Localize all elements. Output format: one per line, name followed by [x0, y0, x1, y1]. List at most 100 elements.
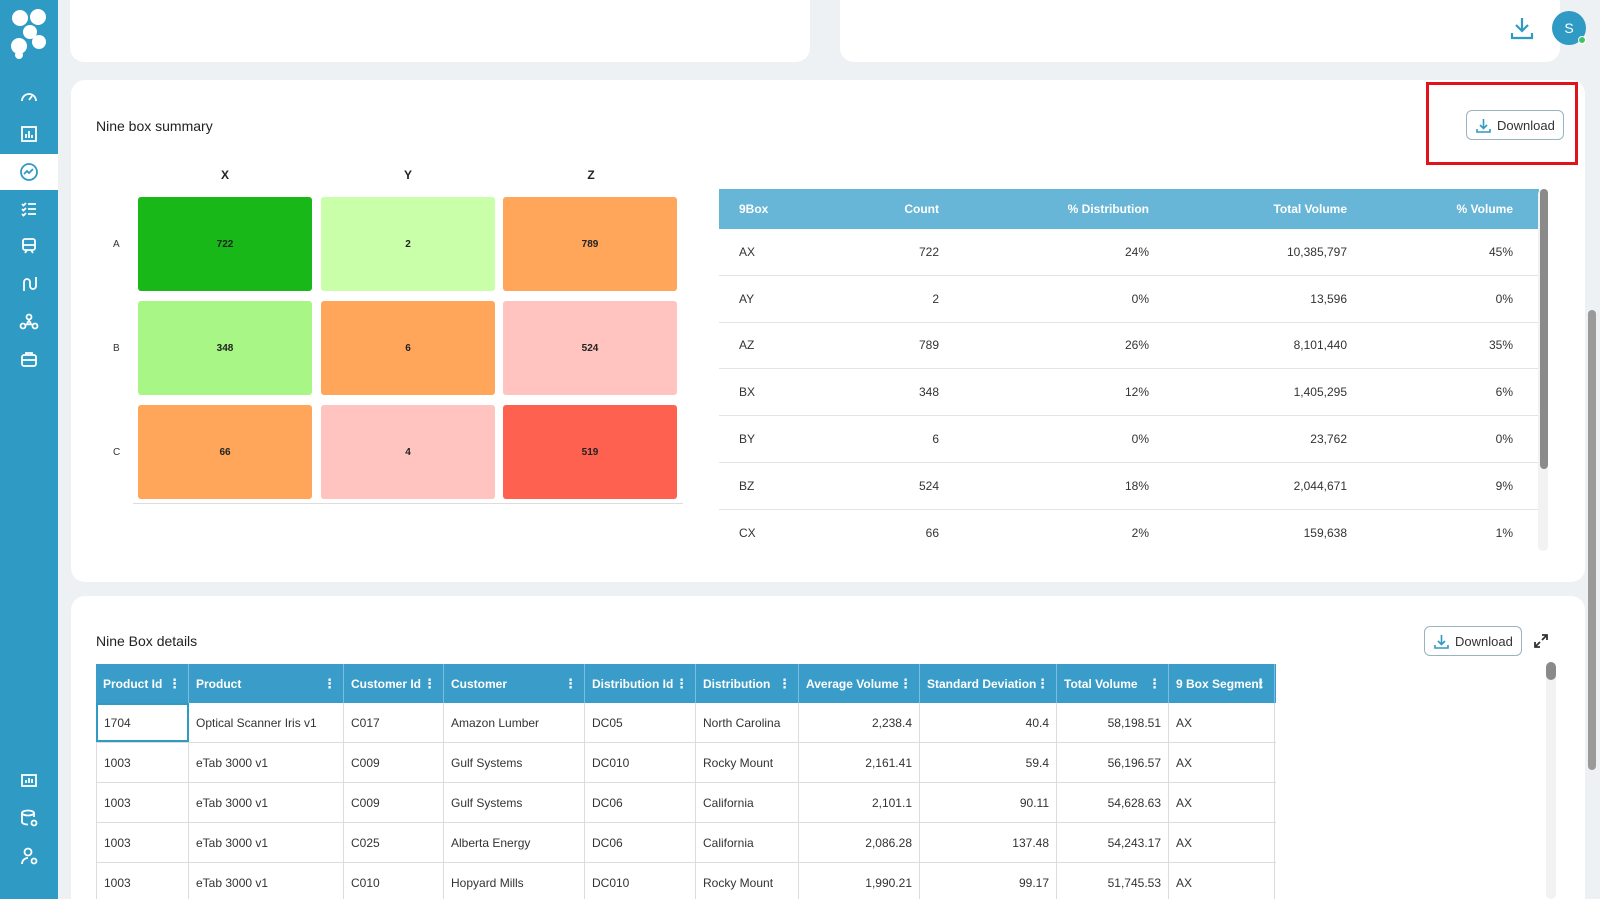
table-cell[interactable]: 1003: [96, 863, 189, 899]
table-cell[interactable]: AX: [1169, 743, 1275, 782]
table-cell[interactable]: 40.4: [920, 703, 1057, 742]
table-row[interactable]: 1003 eTab 3000 v1 C025 Alberta Energy DC06 Ca…: [96, 823, 1276, 863]
grid-cell-by[interactable]: 6: [321, 301, 495, 395]
summary-table-row[interactable]: BX 348 12% 1,405,295 6%: [719, 369, 1539, 417]
table-row[interactable]: 1003 eTab 3000 v1 C009 Gulf Systems DC010 Roc…: [96, 743, 1276, 783]
sidebar-item-routes[interactable]: [0, 266, 58, 302]
grid-cell-ax[interactable]: 722: [138, 197, 312, 291]
table-cell[interactable]: 1003: [96, 823, 189, 862]
table-cell[interactable]: Amazon Lumber: [444, 703, 585, 742]
grid-cell-ay[interactable]: 2: [321, 197, 495, 291]
table-cell[interactable]: DC06: [585, 783, 696, 822]
table-cell[interactable]: 1003: [96, 783, 189, 822]
header-count[interactable]: Count: [904, 202, 939, 216]
table-cell[interactable]: 90.11: [920, 783, 1057, 822]
table-cell[interactable]: Rocky Mount: [696, 863, 799, 899]
table-cell[interactable]: eTab 3000 v1: [189, 743, 344, 782]
details-header-cell[interactable]: 9 Box Segment ⋮: [1169, 664, 1275, 703]
sidebar-item-portfolio[interactable]: [0, 341, 58, 377]
table-cell[interactable]: 54,628.63: [1057, 783, 1169, 822]
grid-cell-cz[interactable]: 519: [503, 405, 677, 499]
column-menu-icon[interactable]: ⋮: [564, 676, 577, 691]
column-menu-icon[interactable]: ⋮: [323, 676, 336, 691]
table-cell[interactable]: 58,198.51: [1057, 703, 1169, 742]
table-cell[interactable]: 51,745.53: [1057, 863, 1169, 899]
sidebar-item-reports[interactable]: [0, 116, 58, 152]
details-header-cell[interactable]: Average Volume ⋮: [799, 664, 920, 703]
grid-cell-bz[interactable]: 524: [503, 301, 677, 395]
details-header-cell[interactable]: Distribution Id ⋮: [585, 664, 696, 703]
column-menu-icon[interactable]: ⋮: [1254, 676, 1267, 691]
details-scrollbar-track[interactable]: [1546, 662, 1556, 899]
table-cell[interactable]: AX: [1169, 863, 1275, 899]
table-cell[interactable]: DC05: [585, 703, 696, 742]
download-icon[interactable]: [1508, 14, 1536, 42]
table-cell[interactable]: DC010: [585, 863, 696, 899]
table-cell[interactable]: Alberta Energy: [444, 823, 585, 862]
table-cell[interactable]: C025: [344, 823, 444, 862]
details-header-cell[interactable]: Total Volume ⋮: [1057, 664, 1169, 703]
table-row[interactable]: 1003 eTab 3000 v1 C010 Hopyard Mills DC010 Ro…: [96, 863, 1276, 899]
table-cell[interactable]: C009: [344, 743, 444, 782]
sidebar-item-data-settings[interactable]: [0, 800, 58, 836]
table-cell[interactable]: 99.17: [920, 863, 1057, 899]
table-cell[interactable]: Gulf Systems: [444, 743, 585, 782]
summary-table-row[interactable]: AY 2 0% 13,596 0%: [719, 276, 1539, 323]
header-distribution[interactable]: % Distribution: [1067, 202, 1149, 216]
table-row[interactable]: 1003 eTab 3000 v1 C009 Gulf Systems DC06 Cali…: [96, 783, 1276, 823]
header-9box[interactable]: 9Box: [739, 202, 769, 216]
table-cell[interactable]: 1,990.21: [799, 863, 920, 899]
sidebar-item-report-builder[interactable]: [0, 762, 58, 798]
summary-table-row[interactable]: AZ 789 26% 8,101,440 35%: [719, 323, 1539, 370]
details-download-button[interactable]: Download: [1424, 626, 1522, 656]
table-cell[interactable]: C010: [344, 863, 444, 899]
details-header-cell[interactable]: Customer ⋮: [444, 664, 585, 703]
table-cell[interactable]: California: [696, 823, 799, 862]
sidebar-item-dashboard[interactable]: [0, 79, 58, 115]
table-cell[interactable]: 2,086.28: [799, 823, 920, 862]
details-header-cell[interactable]: Distribution ⋮: [696, 664, 799, 703]
table-cell[interactable]: 1704: [96, 703, 189, 742]
table-cell[interactable]: DC06: [585, 823, 696, 862]
table-cell[interactable]: eTab 3000 v1: [189, 783, 344, 822]
column-menu-icon[interactable]: ⋮: [1036, 676, 1049, 691]
details-header-cell[interactable]: Product Id ⋮: [96, 664, 189, 703]
column-menu-icon[interactable]: ⋮: [423, 676, 436, 691]
table-cell[interactable]: Gulf Systems: [444, 783, 585, 822]
grid-cell-cx[interactable]: 66: [138, 405, 312, 499]
summary-table-row[interactable]: CX 66 2% 159,638 1%: [719, 510, 1539, 551]
header-volume-pct[interactable]: % Volume: [1456, 202, 1513, 216]
details-scrollbar-thumb[interactable]: [1546, 662, 1556, 680]
column-menu-icon[interactable]: ⋮: [1148, 676, 1161, 691]
table-cell[interactable]: AX: [1169, 823, 1275, 862]
summary-table-row[interactable]: BY 6 0% 23,762 0%: [719, 416, 1539, 463]
summary-scrollbar-thumb[interactable]: [1540, 189, 1548, 469]
table-cell[interactable]: AX: [1169, 703, 1275, 742]
grid-cell-bx[interactable]: 348: [138, 301, 312, 395]
table-cell[interactable]: eTab 3000 v1: [189, 823, 344, 862]
table-cell[interactable]: North Carolina: [696, 703, 799, 742]
table-cell[interactable]: California: [696, 783, 799, 822]
table-cell[interactable]: DC010: [585, 743, 696, 782]
sidebar-item-transport[interactable]: [0, 228, 58, 264]
expand-icon[interactable]: [1532, 632, 1550, 650]
table-cell[interactable]: 54,243.17: [1057, 823, 1169, 862]
table-cell[interactable]: Hopyard Mills: [444, 863, 585, 899]
table-cell[interactable]: C017: [344, 703, 444, 742]
sidebar-item-tasks[interactable]: [0, 191, 58, 227]
column-menu-icon[interactable]: ⋮: [778, 676, 791, 691]
column-menu-icon[interactable]: ⋮: [675, 676, 688, 691]
table-cell[interactable]: eTab 3000 v1: [189, 863, 344, 899]
avatar[interactable]: S: [1552, 11, 1586, 45]
column-menu-icon[interactable]: ⋮: [899, 676, 912, 691]
sidebar-item-analytics[interactable]: [0, 154, 58, 190]
page-scrollbar[interactable]: [1588, 310, 1596, 770]
table-cell[interactable]: 1003: [96, 743, 189, 782]
table-cell[interactable]: 59.4: [920, 743, 1057, 782]
table-cell[interactable]: 56,196.57: [1057, 743, 1169, 782]
sidebar-item-network[interactable]: [0, 304, 58, 340]
summary-table-row[interactable]: AX 722 24% 10,385,797 45%: [719, 229, 1539, 276]
sidebar-item-user-settings[interactable]: [0, 838, 58, 874]
table-cell[interactable]: Optical Scanner Iris v1: [189, 703, 344, 742]
column-menu-icon[interactable]: ⋮: [168, 676, 181, 691]
